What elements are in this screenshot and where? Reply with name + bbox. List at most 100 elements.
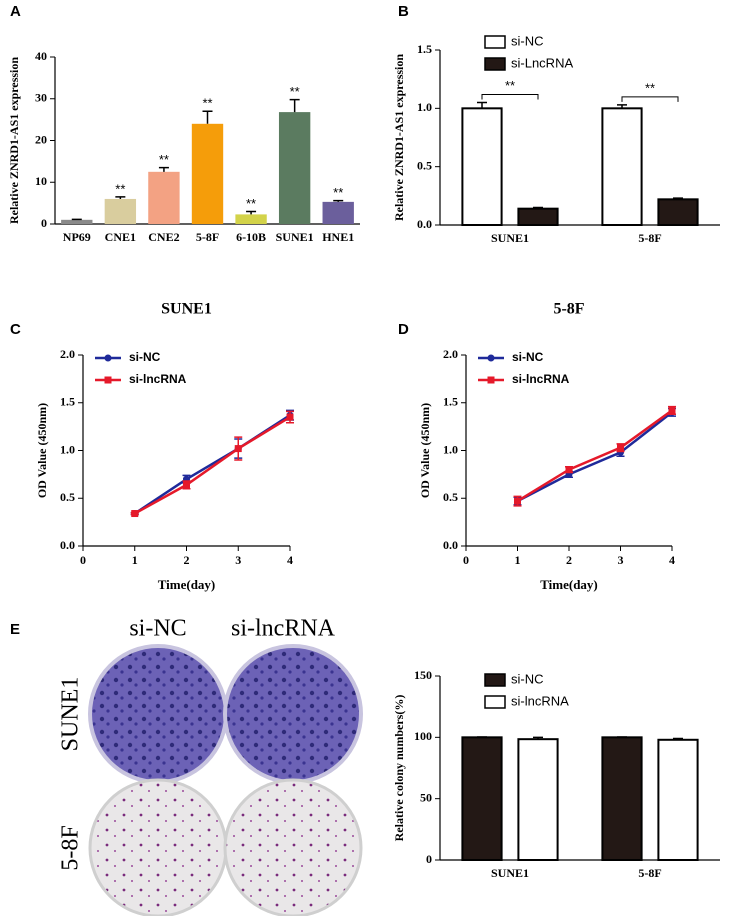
line [516,411,673,503]
x-tick-label: 3 [235,553,241,567]
bar [104,198,137,224]
column-label: si-NC [129,616,186,642]
chart-title: SUNE1 [161,301,212,318]
y-tick-label: 1.0 [417,100,432,114]
y-axis-label: OD Value (450nm) [35,403,49,498]
marker [617,444,624,452]
bar [235,214,267,224]
significance: ** [159,152,169,167]
y-tick-label: 1.5 [60,395,75,409]
significance: ** [115,181,125,196]
marker [234,445,242,453]
x-tick-label: 5-8F [638,231,661,245]
y-tick-label: 10 [35,174,47,188]
error-bar [246,210,257,215]
bar [61,219,93,224]
dish [88,644,228,784]
x-tick-label: CNE2 [148,230,179,244]
x-tick-label: 5-8F [638,866,661,880]
y-tick-label: 2.0 [60,347,75,361]
y-tick-label: 0 [41,216,47,230]
y-tick-label: 150 [414,668,432,682]
line [134,416,291,515]
legend-label: si-lncRNA [129,372,187,386]
marker [514,497,521,505]
error-bar [477,101,487,109]
bar [657,738,699,862]
y-axis-label: Relative colony numbers(%) [392,695,406,842]
y-tick-label: 0.0 [60,538,75,552]
bar [601,107,643,226]
bracket [621,96,679,102]
error-bar [115,196,126,199]
y-tick-label: 0.5 [443,490,458,504]
y-tick-label: 1.0 [60,442,75,456]
legend-label: si-LncRNA [511,55,573,70]
marker [131,510,139,518]
bar [601,736,643,861]
bar [461,736,503,861]
bar [322,201,354,224]
dish [88,778,228,916]
marker [286,413,294,421]
y-tick-label: 1.5 [417,42,432,56]
significance: ** [645,80,655,95]
bar [191,123,224,224]
error-bar [202,110,213,124]
x-tick-label: 3 [618,553,624,567]
bar [657,198,699,226]
significance: ** [246,196,256,211]
legend-label: si-NC [512,350,544,364]
panel-letter: A [10,3,21,20]
significance: ** [333,185,343,200]
legend-swatch [484,695,506,709]
y-tick-label: 0 [426,852,432,866]
legend-swatch [484,57,506,71]
line [516,409,673,503]
x-tick-label: SUNE1 [491,866,529,880]
error-bar [617,104,627,109]
y-tick-label: 40 [35,49,47,63]
bar [148,171,180,224]
significance: ** [505,78,515,93]
error-bar [673,737,683,740]
y-axis-label: OD Value (450nm) [418,403,432,498]
error-bar [533,736,543,740]
dish [223,778,363,916]
x-tick-label: 4 [669,553,675,567]
colony-photos: E si-NC si-lncRNA SUNE1 5-8F [10,616,363,916]
y-axis-label: Relative ZNRD1-AS1 expression [392,54,406,221]
x-axis-label: Time(day) [158,577,216,592]
marker [668,406,676,414]
marker [565,466,573,474]
x-tick-label: 0 [80,553,86,567]
column-label: si-lncRNA [231,616,336,642]
legend-marker [104,354,112,362]
x-axis-label: Time(day) [540,577,598,592]
y-tick-label: 0.0 [443,538,458,552]
y-tick-label: 0.0 [417,217,432,231]
x-tick-label: 4 [287,553,293,567]
x-tick-label: SUNE1 [491,231,529,245]
legend-label: si-NC [129,350,161,364]
legend-label: si-NC [511,33,544,48]
x-tick-label: 2 [184,553,190,567]
x-tick-label: HNE1 [322,230,354,244]
x-tick-label: 5-8F [196,230,219,244]
row-label: SUNE1 [58,677,84,752]
panel-letter: C [10,321,21,338]
error-bar [673,197,683,200]
panel-letter: D [398,321,409,338]
error-bar [333,199,344,202]
legend-label: si-lncRNA [511,693,569,708]
bar [461,107,503,226]
y-tick-label: 0.5 [60,490,75,504]
row-label: 5-8F [58,825,84,870]
legend-swatch [484,35,506,49]
dish [223,644,363,784]
x-tick-label: 6-10B [236,230,266,244]
legend-label: si-lncRNA [512,372,570,386]
x-tick-label: 0 [463,553,469,567]
bar [278,112,311,224]
